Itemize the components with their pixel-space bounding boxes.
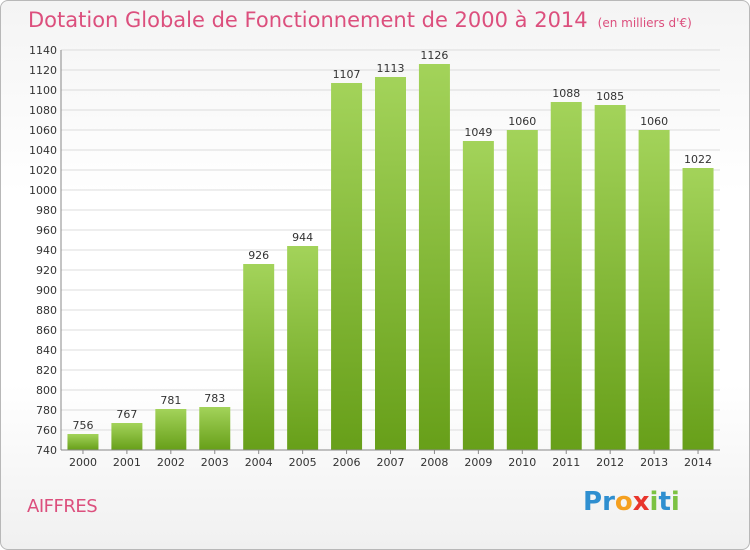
y-tick-label: 1080: [29, 104, 57, 117]
x-tick-label-2014: 2014: [684, 456, 712, 469]
logo-letter: r: [602, 487, 615, 517]
logo-letter: i: [670, 487, 680, 517]
y-tick-label: 800: [36, 384, 57, 397]
x-tick-label-2011: 2011: [552, 456, 580, 469]
bar-2012: [594, 105, 626, 450]
x-tick-label-2006: 2006: [333, 456, 361, 469]
chart-subtitle: (en milliers d'€): [597, 16, 692, 30]
data-label-2005: 944: [292, 231, 313, 244]
y-tick-label: 1020: [29, 164, 57, 177]
y-tick-label: 840: [36, 344, 57, 357]
chart-title: Dotation Globale de Fonctionnement de 20…: [28, 8, 692, 32]
bar-2001: [111, 423, 143, 450]
y-tick-label: 960: [36, 224, 57, 237]
data-label-2012: 1085: [596, 90, 624, 103]
bar-2008: [418, 64, 450, 450]
bar-2009: [462, 141, 494, 450]
x-tick-label-2002: 2002: [157, 456, 185, 469]
y-tick-label: 980: [36, 204, 57, 217]
x-tick-label-2012: 2012: [596, 456, 624, 469]
data-label-2014: 1022: [684, 153, 712, 166]
data-label-2013: 1060: [640, 115, 668, 128]
y-tick-label: 820: [36, 364, 57, 377]
bar-2006: [331, 83, 363, 450]
bar-2002: [155, 409, 187, 450]
bar-2003: [199, 407, 231, 450]
data-label-2010: 1060: [508, 115, 536, 128]
commune-name: AIFFRES: [27, 496, 98, 517]
logo-letter: P: [583, 487, 603, 517]
x-tick-label-2007: 2007: [377, 456, 405, 469]
bar-2000: [67, 434, 99, 450]
y-tick-label: 740: [36, 444, 57, 457]
y-tick-label: 760: [36, 424, 57, 437]
bars-layer: [67, 64, 714, 450]
x-tick-label-2000: 2000: [69, 456, 97, 469]
y-tick-label: 780: [36, 404, 57, 417]
logo-letter: t: [658, 487, 671, 517]
y-tick-label: 880: [36, 304, 57, 317]
y-tick-label: 1060: [29, 124, 57, 137]
data-label-2009: 1049: [464, 126, 492, 139]
y-tick-label: 900: [36, 284, 57, 297]
x-tick-label-2008: 2008: [420, 456, 448, 469]
bar-2014: [682, 168, 714, 450]
y-tick-label: 920: [36, 264, 57, 277]
bar-2011: [550, 102, 582, 450]
x-tick-label-2009: 2009: [464, 456, 492, 469]
data-label-2002: 781: [160, 394, 181, 407]
x-tick-label-2003: 2003: [201, 456, 229, 469]
data-label-2008: 1126: [420, 49, 448, 62]
logo-letter: x: [632, 487, 650, 517]
bar-2013: [638, 130, 670, 450]
data-label-2001: 767: [116, 408, 137, 421]
y-tick-label: 1040: [29, 144, 57, 157]
bar-2007: [375, 77, 406, 450]
y-tick-label: 940: [36, 244, 57, 257]
data-label-2007: 1113: [377, 62, 405, 75]
x-tick-label-2001: 2001: [113, 456, 141, 469]
data-label-2004: 926: [248, 249, 269, 262]
bar-2004: [243, 264, 275, 450]
data-label-2011: 1088: [552, 87, 580, 100]
axis-layer: 740 760 780 800 820 840 860 880 900 920 940 960 980 1…: [29, 44, 720, 469]
labels-layer: 756 767 781 783 926 944 1107 1113 1126 1049 1060 10…: [72, 49, 712, 432]
data-label-2000: 756: [72, 419, 93, 432]
bar-2010: [506, 130, 538, 450]
y-tick-label: 1100: [29, 84, 57, 97]
x-tick-label-2005: 2005: [289, 456, 317, 469]
y-tick-label: 1000: [29, 184, 57, 197]
x-tick-label-2004: 2004: [245, 456, 273, 469]
y-tick-label: 1140: [29, 44, 57, 57]
data-label-2006: 1107: [333, 68, 361, 81]
chart-title-text: Dotation Globale de Fonctionnement de 20…: [28, 8, 588, 32]
logo-letter: i: [649, 487, 659, 517]
bar-2005: [287, 246, 319, 450]
x-tick-label-2010: 2010: [508, 456, 536, 469]
proxiti-logo[interactable]: Proxiti: [583, 487, 680, 517]
x-tick-label-2013: 2013: [640, 456, 668, 469]
logo-letter: o: [614, 487, 633, 517]
data-label-2003: 783: [204, 392, 225, 405]
y-tick-label: 1120: [29, 64, 57, 77]
y-tick-label: 860: [36, 324, 57, 337]
